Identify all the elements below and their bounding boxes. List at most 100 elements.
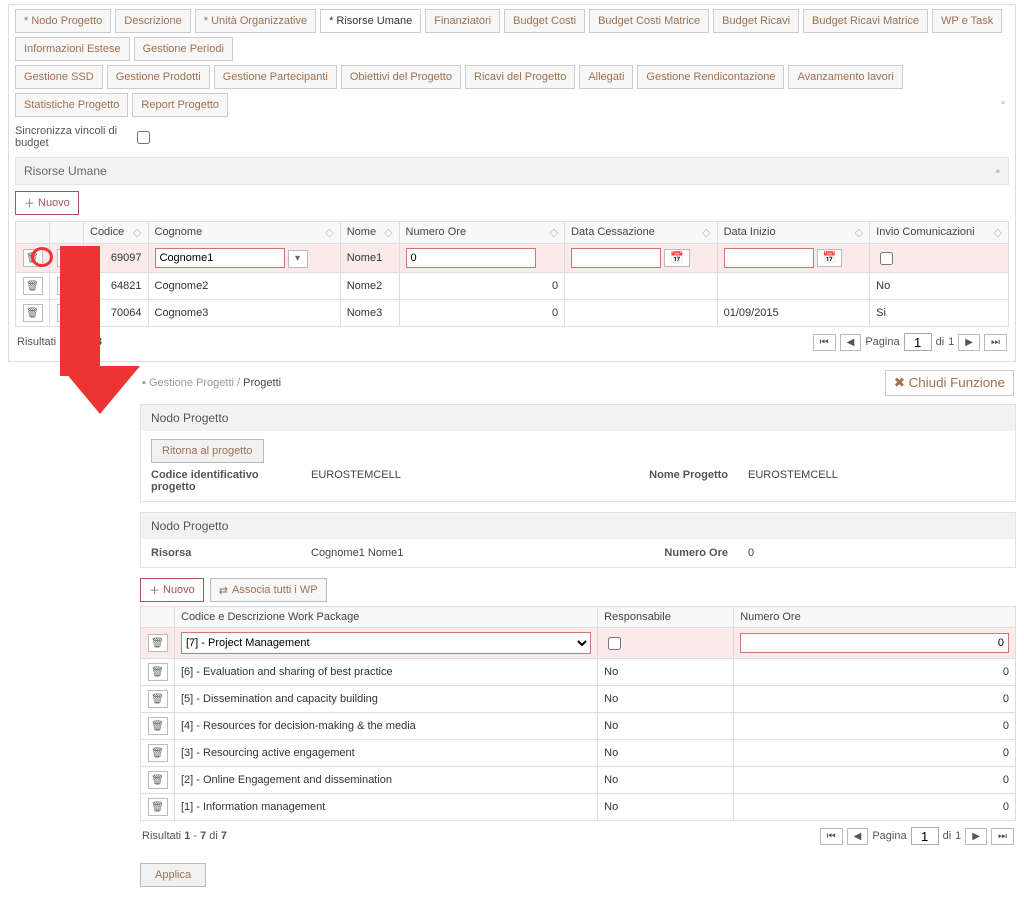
tab-wp-e-task[interactable]: WP e Task bbox=[932, 9, 1002, 33]
pager-prev[interactable]: ◀ bbox=[840, 334, 862, 351]
tab-budget-costi-matrice[interactable]: Budget Costi Matrice bbox=[589, 9, 709, 33]
cell-ore: 0 bbox=[734, 740, 1016, 767]
table-row: 🗑[4] - Resources for decision-making & t… bbox=[141, 713, 1016, 740]
col-numero-ore[interactable]: Numero Ore bbox=[734, 607, 1016, 628]
col-codice-e-descrizione-work-package[interactable]: Codice e Descrizione Work Package bbox=[175, 607, 598, 628]
col-data-inizio[interactable]: Data Inizio ◇ bbox=[717, 222, 870, 244]
pager2-next[interactable]: ▶ bbox=[965, 828, 987, 845]
delete-icon[interactable]: 🗑 bbox=[148, 634, 168, 652]
table-row: 🗑▫70064Cognome3Nome3001/09/2015Si bbox=[16, 300, 1009, 327]
invio-checkbox[interactable] bbox=[880, 252, 893, 265]
cognome-input[interactable] bbox=[155, 248, 285, 268]
delete-icon[interactable]: 🗑 bbox=[148, 690, 168, 708]
tab--unit-organizzative[interactable]: * Unità Organizzative bbox=[195, 9, 316, 33]
tab-descrizione[interactable]: Descrizione bbox=[115, 9, 190, 33]
tab--nodo-progetto[interactable]: * Nodo Progetto bbox=[15, 9, 111, 33]
cell-resp: No bbox=[598, 794, 734, 821]
cell-cognome: Cognome3 bbox=[148, 300, 340, 327]
col-cognome[interactable]: Cognome ◇ bbox=[148, 222, 340, 244]
tab-budget-ricavi[interactable]: Budget Ricavi bbox=[713, 9, 799, 33]
delete-icon[interactable]: 🗑 bbox=[148, 717, 168, 735]
pager-first[interactable]: ⏮ bbox=[813, 334, 836, 351]
cell-ore: 0 bbox=[734, 794, 1016, 821]
tab-avanzamento-lavori[interactable]: Avanzamento lavori bbox=[788, 65, 902, 89]
pager-last[interactable]: ⏭ bbox=[984, 334, 1007, 351]
tab-report-progetto[interactable]: Report Progetto bbox=[132, 93, 228, 117]
table-row: 🗑[6] - Evaluation and sharing of best pr… bbox=[141, 659, 1016, 686]
delete-icon[interactable]: 🗑 bbox=[23, 249, 43, 267]
link-icon: ⇄ bbox=[219, 584, 228, 597]
tab-allegati[interactable]: Allegati bbox=[579, 65, 633, 89]
delete-icon[interactable]: 🗑 bbox=[23, 304, 43, 322]
collapse-icon[interactable]: ◦ bbox=[996, 164, 1000, 178]
sync-checkbox[interactable] bbox=[137, 131, 150, 144]
tab-gestione-ssd[interactable]: Gestione SSD bbox=[15, 65, 103, 89]
risorsa-val: Cognome1 Nome1 bbox=[311, 547, 568, 559]
applica-button[interactable]: Applica bbox=[140, 863, 206, 887]
cell-resp: No bbox=[598, 740, 734, 767]
pager2-first[interactable]: ⏮ bbox=[820, 828, 843, 845]
cell-ore: 0 bbox=[734, 686, 1016, 713]
tab-budget-costi[interactable]: Budget Costi bbox=[504, 9, 585, 33]
wp-select[interactable]: [7] - Project Management bbox=[181, 632, 591, 654]
calendar-icon[interactable]: 📅 bbox=[664, 249, 690, 267]
col-numero-ore[interactable]: Numero Ore ◇ bbox=[399, 222, 565, 244]
delete-icon[interactable]: 🗑 bbox=[148, 663, 168, 681]
pager2-prev[interactable]: ◀ bbox=[847, 828, 869, 845]
tab-finanziatori[interactable]: Finanziatori bbox=[425, 9, 500, 33]
col-invio-comunicazioni[interactable]: Invio Comunicazioni ◇ bbox=[870, 222, 1009, 244]
col-nome[interactable]: Nome ◇ bbox=[340, 222, 399, 244]
bc-root[interactable]: Gestione Progetti bbox=[149, 377, 234, 389]
pager2-last[interactable]: ⏭ bbox=[991, 828, 1014, 845]
open-icon[interactable]: ▫ bbox=[57, 277, 77, 295]
inizio-input[interactable] bbox=[724, 248, 814, 268]
wp-nuovo-button[interactable]: ＋ Nuovo bbox=[140, 578, 204, 602]
cell-resp: No bbox=[598, 686, 734, 713]
tabs-row-1: * Nodo ProgettoDescrizione* Unità Organi… bbox=[15, 9, 1009, 61]
pager2-page-input[interactable] bbox=[911, 827, 939, 845]
delete-icon[interactable]: 🗑 bbox=[148, 798, 168, 816]
chiudi-button[interactable]: ✖ Chiudi Funzione bbox=[885, 370, 1014, 396]
pager2-range-b: 7 bbox=[200, 830, 206, 842]
pager-next[interactable]: ▶ bbox=[958, 334, 980, 351]
ore-input[interactable] bbox=[406, 248, 536, 268]
tab-obiettivi-del-progetto[interactable]: Obiettivi del Progetto bbox=[341, 65, 461, 89]
tab-informazioni-estese[interactable]: Informazioni Estese bbox=[15, 37, 130, 61]
cell-ore: 0 bbox=[399, 273, 565, 300]
delete-icon[interactable]: 🗑 bbox=[148, 744, 168, 762]
cell-resp: No bbox=[598, 713, 734, 740]
assoc-label: Associa tutti i WP bbox=[232, 584, 318, 596]
tabs-collapse-icon[interactable]: ◦ bbox=[997, 93, 1009, 117]
cell-invio: No bbox=[870, 273, 1009, 300]
table-row: 🗑[1] - Information managementNo0 bbox=[141, 794, 1016, 821]
tab-ricavi-del-progetto[interactable]: Ricavi del Progetto bbox=[465, 65, 575, 89]
lookup-icon[interactable]: ▾ bbox=[288, 250, 308, 268]
open-icon[interactable]: ▫ bbox=[57, 304, 77, 322]
tab-gestione-rendicontazione[interactable]: Gestione Rendicontazione bbox=[637, 65, 784, 89]
resp-checkbox[interactable] bbox=[608, 637, 621, 650]
table-row: 🗑[2] - Online Engagement and disseminati… bbox=[141, 767, 1016, 794]
tab-gestione-prodotti[interactable]: Gestione Prodotti bbox=[107, 65, 210, 89]
tab-statistiche-progetto[interactable]: Statistiche Progetto bbox=[15, 93, 128, 117]
col-codice[interactable]: Codice ◇ bbox=[84, 222, 149, 244]
delete-icon[interactable]: 🗑 bbox=[148, 771, 168, 789]
wp-ore-input[interactable] bbox=[740, 633, 1009, 653]
delete-icon[interactable]: 🗑 bbox=[23, 277, 43, 295]
calendar-icon[interactable]: 📅 bbox=[817, 249, 843, 267]
tab-gestione-partecipanti[interactable]: Gestione Partecipanti bbox=[214, 65, 337, 89]
tabs-row-2: Gestione SSDGestione ProdottiGestione Pa… bbox=[15, 65, 1009, 117]
open-icon[interactable]: ▫ bbox=[57, 249, 77, 267]
col-data-cessazione[interactable]: Data Cessazione ◇ bbox=[565, 222, 718, 244]
ritorna-button[interactable]: Ritorna al progetto bbox=[151, 439, 264, 463]
cess-input[interactable] bbox=[571, 248, 661, 268]
pager-page-input[interactable] bbox=[904, 333, 932, 351]
associa-button[interactable]: ⇄ Associa tutti i WP bbox=[210, 578, 327, 602]
col-responsabile[interactable]: Responsabile bbox=[598, 607, 734, 628]
tab-budget-ricavi-matrice[interactable]: Budget Ricavi Matrice bbox=[803, 9, 928, 33]
cell-codice: 69097 bbox=[84, 244, 149, 273]
tab--risorse-umane[interactable]: * Risorse Umane bbox=[320, 9, 421, 33]
tab-gestione-periodi[interactable]: Gestione Periodi bbox=[134, 37, 233, 61]
bc-current: Progetti bbox=[243, 377, 281, 389]
nuovo-button[interactable]: ＋ Nuovo bbox=[15, 191, 79, 215]
cell-codice: 64821 bbox=[84, 273, 149, 300]
